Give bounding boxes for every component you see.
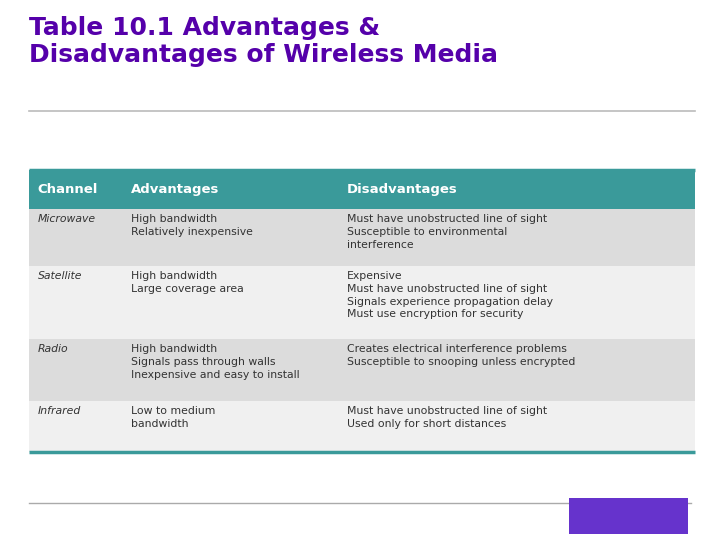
- Text: Creates electrical interference problems
Susceptible to snooping unless encrypte: Creates electrical interference problems…: [347, 344, 575, 367]
- Bar: [29, 170, 695, 209]
- Text: High bandwidth
Relatively inexpensive: High bandwidth Relatively inexpensive: [131, 214, 253, 237]
- Text: High bandwidth
Large coverage area: High bandwidth Large coverage area: [131, 271, 244, 294]
- Text: Low to medium
bandwidth: Low to medium bandwidth: [131, 406, 215, 429]
- Text: Satellite: Satellite: [37, 271, 82, 281]
- Bar: [29, 339, 695, 401]
- Bar: [569, 498, 688, 534]
- Text: Advantages: Advantages: [131, 183, 220, 196]
- Text: Infrared: Infrared: [37, 406, 81, 416]
- Text: Channel: Channel: [37, 183, 98, 196]
- Text: Must have unobstructed line of sight
Susceptible to environmental
interference: Must have unobstructed line of sight Sus…: [347, 214, 547, 250]
- Text: Must have unobstructed line of sight
Used only for short distances: Must have unobstructed line of sight Use…: [347, 406, 547, 429]
- Bar: [29, 401, 695, 452]
- Text: High bandwidth
Signals pass through walls
Inexpensive and easy to install: High bandwidth Signals pass through wall…: [131, 344, 300, 380]
- Bar: [29, 209, 695, 266]
- Bar: [29, 266, 695, 339]
- Text: Disadvantages: Disadvantages: [347, 183, 458, 196]
- Text: Expensive
Must have unobstructed line of sight
Signals experience propagation de: Expensive Must have unobstructed line of…: [347, 271, 553, 320]
- Text: Microwave: Microwave: [37, 214, 96, 225]
- Text: Radio: Radio: [37, 344, 68, 354]
- Text: Table 10.1 Advantages &
Disadvantages of Wireless Media: Table 10.1 Advantages & Disadvantages of…: [29, 16, 498, 67]
